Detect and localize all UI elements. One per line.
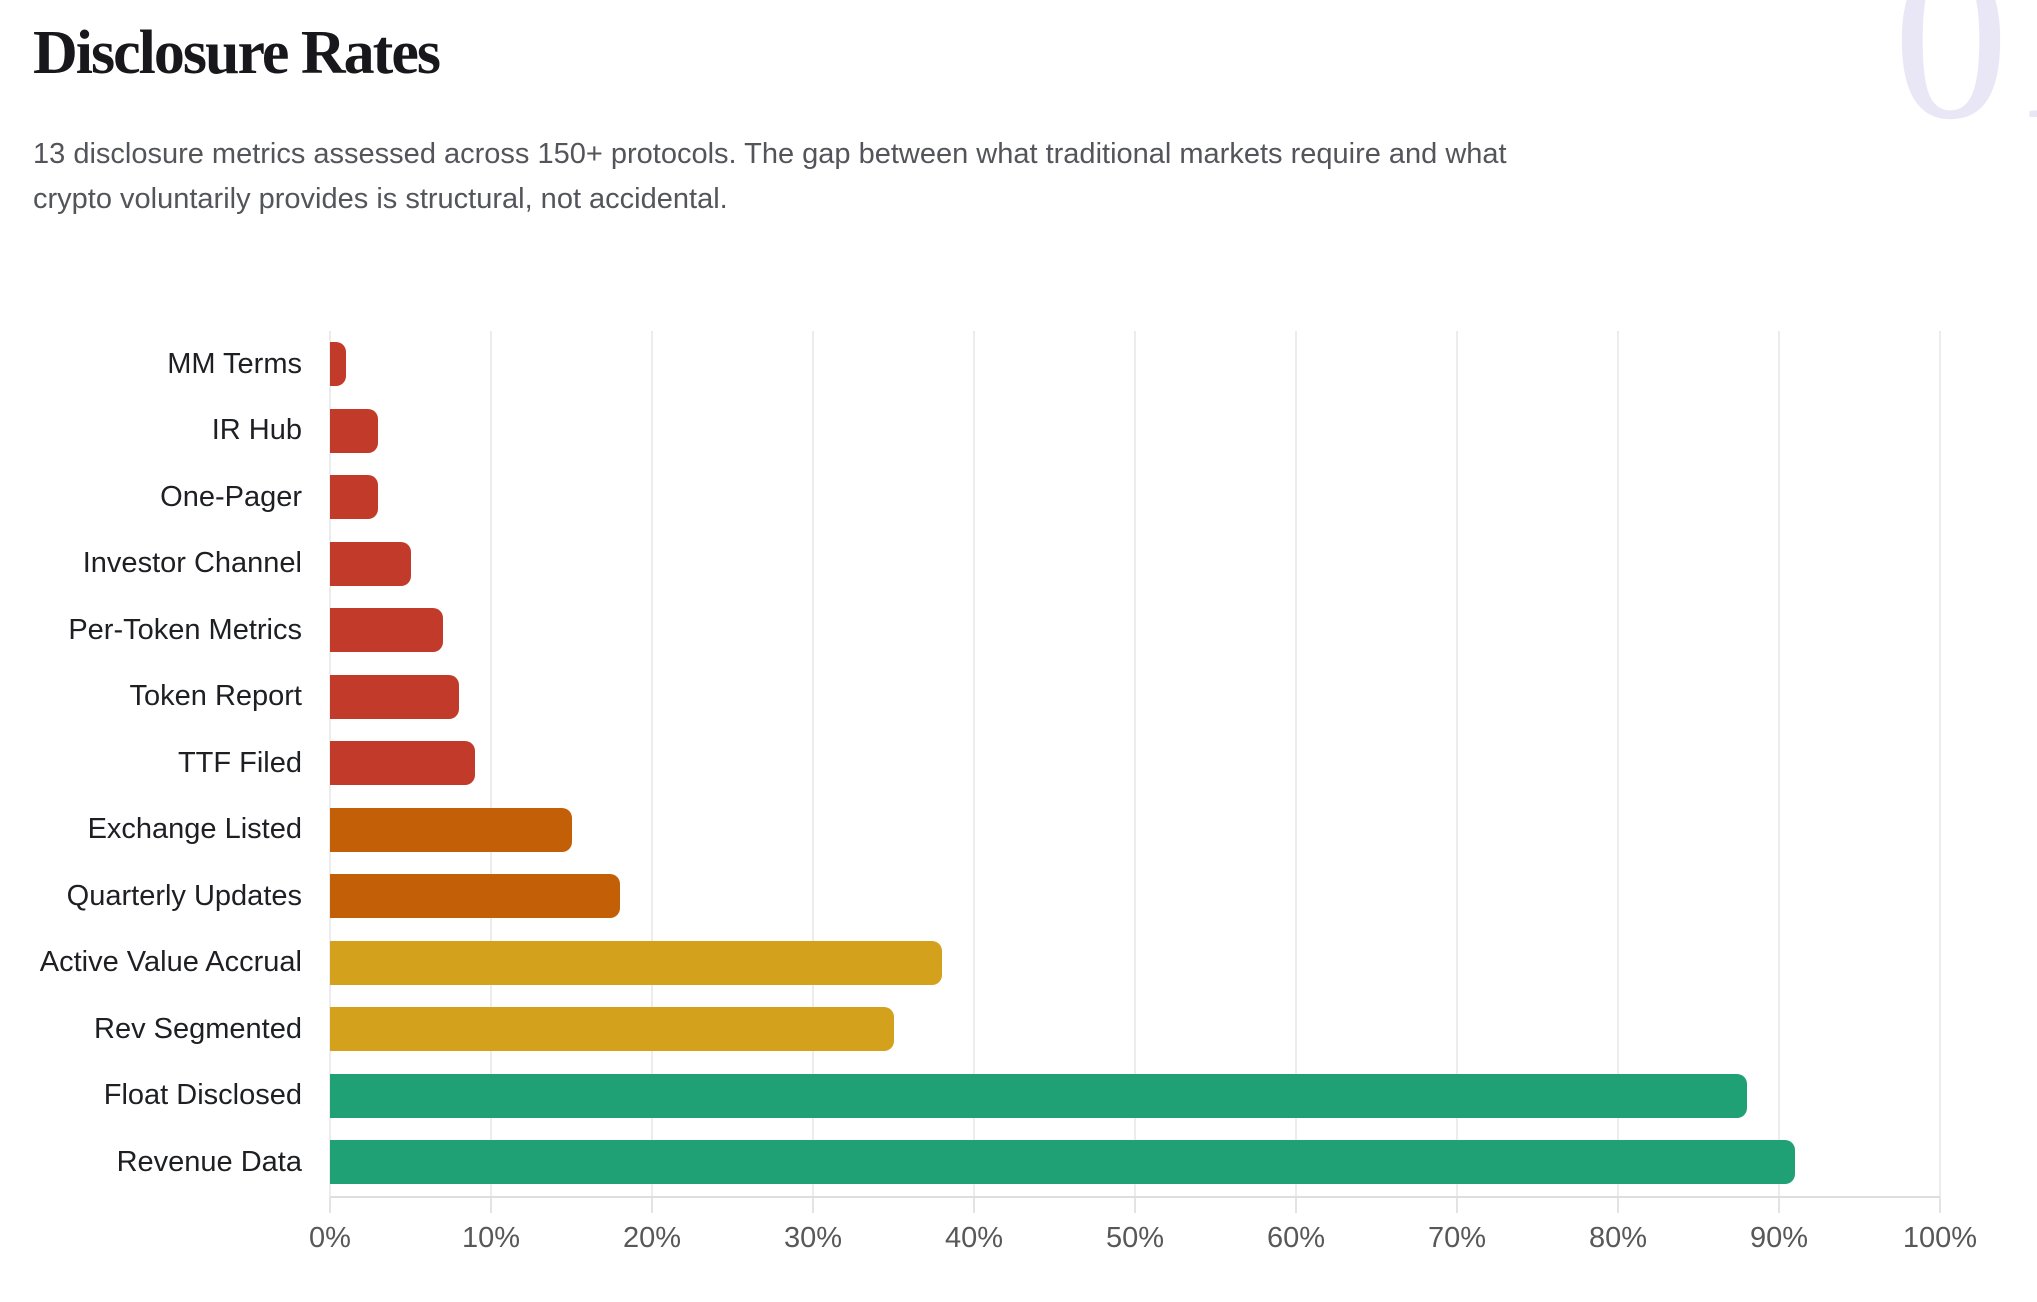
- chart-bar-row: Per-Token Metrics: [0, 597, 1940, 664]
- bar-track: [330, 541, 1940, 586]
- category-label: Float Disclosed: [103, 1079, 302, 1112]
- bar-track: [330, 408, 1940, 453]
- x-axis-tick-label: 50%: [1105, 1221, 1165, 1254]
- bar: [330, 342, 347, 387]
- category-label: TTF Filed: [177, 746, 302, 779]
- bar-track: [330, 342, 1940, 387]
- bar: [330, 674, 459, 719]
- page-subtitle: 13 disclosure metrics assessed across 15…: [33, 138, 1507, 215]
- axis-tick: [1295, 1197, 1297, 1213]
- category-label: Quarterly Updates: [66, 879, 302, 912]
- gridline: [973, 331, 975, 1211]
- chart-plot-area: MM Terms IR Hub One-Pager Investor Channel P…: [0, 331, 1941, 1211]
- category-label: MM Terms: [167, 347, 302, 380]
- x-axis-tick-label: 40%: [944, 1221, 1004, 1254]
- bar: [330, 874, 620, 919]
- section-number-watermark: 01: [1893, 0, 2037, 168]
- chart-bar-row: One-Pager: [0, 464, 1940, 531]
- gridline: [1778, 331, 1780, 1211]
- x-axis-tick-label: 20%: [622, 1221, 682, 1254]
- chart-bar-row: Quarterly Updates: [0, 863, 1940, 930]
- gridline: [1456, 331, 1458, 1211]
- gridline: [651, 331, 653, 1211]
- page-title: Disclosure Rates: [33, 19, 441, 87]
- x-axis-tick-label: 30%: [783, 1221, 843, 1254]
- gridline: [490, 331, 492, 1211]
- gridline: [1939, 331, 1941, 1211]
- bar-track: [330, 1073, 1940, 1118]
- gridline: [1134, 331, 1136, 1211]
- bar-track: [330, 475, 1940, 520]
- axis-tick: [651, 1197, 653, 1213]
- bar-track: [330, 940, 1940, 985]
- chart-bar-row: Investor Channel: [0, 531, 1940, 598]
- x-axis: 0% 10% 20% 30% 40% 50% 60% 70% 80% 90% 100%: [309, 1195, 1977, 1268]
- category-label: IR Hub: [211, 414, 302, 447]
- bar-track: [330, 741, 1940, 786]
- category-label: Revenue Data: [116, 1145, 302, 1178]
- chart-bar-row: MM Terms: [0, 331, 1940, 398]
- category-label: One-Pager: [160, 480, 302, 513]
- x-axis-tick-label: 100%: [1902, 1221, 1978, 1254]
- bar: [330, 608, 443, 653]
- x-axis-tick-label: 90%: [1749, 1221, 1809, 1254]
- axis-tick: [490, 1197, 492, 1213]
- x-axis-tick-label: 10%: [461, 1221, 521, 1254]
- category-label: Investor Channel: [82, 547, 302, 580]
- axis-tick: [1939, 1197, 1941, 1213]
- x-axis-tick-label: 70%: [1427, 1221, 1487, 1254]
- chart-bar-row: Active Value Accrual: [0, 930, 1940, 997]
- bar-track: [330, 807, 1940, 852]
- gridline: [1295, 331, 1297, 1211]
- category-label: Token Report: [129, 680, 303, 713]
- bar-track: [330, 1140, 1940, 1185]
- category-label: Exchange Listed: [87, 813, 302, 846]
- chart-bar-row: TTF Filed: [0, 730, 1940, 797]
- chart-bar-row: IR Hub: [0, 398, 1940, 465]
- disclosure-rates-bar-chart: MM Terms IR Hub One-Pager Investor Channel P…: [0, 331, 2037, 1268]
- chart-bar-row: Token Report: [0, 664, 1940, 731]
- bar-track: [330, 674, 1940, 719]
- bar: [330, 541, 411, 586]
- bar: [330, 408, 379, 453]
- x-axis-tick-label: 80%: [1588, 1221, 1648, 1254]
- axis-tick: [1134, 1197, 1136, 1213]
- chart-bar-row: Rev Segmented: [0, 996, 1940, 1063]
- axis-tick: [1617, 1197, 1619, 1213]
- axis-tick: [329, 1197, 331, 1213]
- category-label: Per-Token Metrics: [68, 613, 302, 646]
- bar: [330, 475, 379, 520]
- chart-bar-row: Exchange Listed: [0, 797, 1940, 864]
- x-axis-tick-label: 0%: [309, 1221, 351, 1254]
- bar-track: [330, 1007, 1940, 1052]
- category-label: Rev Segmented: [94, 1012, 302, 1045]
- bar: [330, 741, 475, 786]
- axis-tick: [973, 1197, 975, 1213]
- category-label: Active Value Accrual: [39, 946, 302, 979]
- chart-bar-row: Float Disclosed: [0, 1063, 1940, 1130]
- bar: [330, 940, 942, 985]
- chart-rows: MM Terms IR Hub One-Pager Investor Channel P…: [0, 331, 1940, 1196]
- gridline: [1617, 331, 1619, 1211]
- gridline: [812, 331, 814, 1211]
- bar-track: [330, 874, 1940, 919]
- chart-bar-row: Revenue Data: [0, 1129, 1940, 1196]
- x-axis-tick-label: 60%: [1266, 1221, 1326, 1254]
- bar: [330, 807, 572, 852]
- axis-tick: [812, 1197, 814, 1213]
- bar: [330, 1140, 1796, 1185]
- bar: [330, 1007, 894, 1052]
- axis-tick: [1778, 1197, 1780, 1213]
- axis-tick: [1456, 1197, 1458, 1213]
- bar: [330, 1073, 1747, 1118]
- bar-track: [330, 608, 1940, 653]
